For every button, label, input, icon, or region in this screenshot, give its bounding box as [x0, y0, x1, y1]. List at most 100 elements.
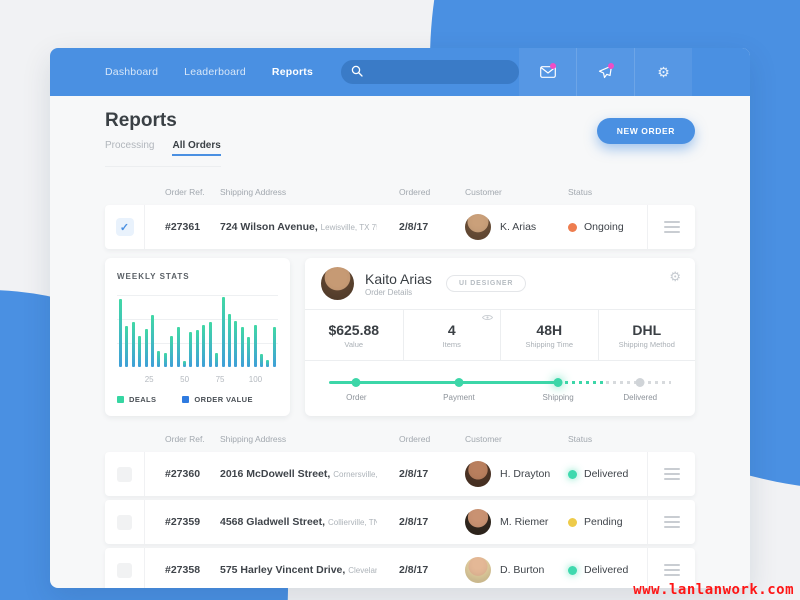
order-row-27360[interactable]: #27360 2016 McDowell Street, Cornersvill… [105, 452, 695, 496]
column-shipping-address: Shipping Address [220, 187, 287, 197]
search-bar [341, 60, 520, 84]
row-menu-button[interactable] [647, 500, 695, 544]
address-city: Cornersville, TN 37047 [333, 470, 377, 479]
middle-section: WEEKLY STATS 25 50 75 100 DEALS ORDER VALUE [105, 258, 695, 416]
address-city: Cleveland, OH 44115 [348, 566, 377, 575]
address-street: 4568 Gladwell Street, [220, 516, 326, 528]
new-order-button[interactable]: NEW ORDER [596, 118, 695, 144]
column-status: Status [568, 187, 593, 197]
address-street: 2016 McDowell Street, [220, 468, 331, 480]
checkbox-icon [117, 466, 132, 482]
progress-label-shipping: Shipping [542, 393, 574, 402]
nav-item-leaderboard[interactable]: Leaderboard [184, 66, 246, 78]
stat-value: $625.88 Value [305, 310, 403, 360]
column-customer: Customer [465, 434, 502, 444]
avatar [321, 267, 354, 300]
customer-name: H. Drayton [500, 468, 551, 480]
detail-subtitle: Order Details [365, 287, 413, 297]
customer-cell: D. Burton [447, 557, 552, 583]
hamburger-icon [663, 516, 680, 528]
status-badge: Pending [584, 516, 623, 528]
order-ref: #27361 [165, 221, 201, 233]
row-checkbox-checked[interactable]: ✓ [105, 205, 145, 249]
avatar [465, 214, 491, 240]
bar [272, 327, 276, 367]
shipping-address: 2016 McDowell Street, Cornersville, TN 3… [220, 468, 377, 480]
bar [253, 325, 257, 367]
role-badge: UI DESIGNER [445, 275, 527, 292]
mail-button[interactable] [519, 48, 576, 96]
row-checkbox[interactable] [105, 452, 145, 496]
avatar [465, 557, 491, 583]
legend-swatch-deals [117, 396, 124, 403]
column-shipping-address: Shipping Address [220, 434, 287, 444]
progress-label-payment: Payment [443, 393, 475, 402]
app-window: Dashboard Leaderboard Reports [50, 48, 750, 588]
bar [144, 328, 148, 367]
nav-item-reports[interactable]: Reports [271, 66, 313, 78]
order-row-27359[interactable]: #27359 4568 Gladwell Street, Colliervill… [105, 500, 695, 544]
card-settings-icon[interactable]: ⚙ [669, 269, 681, 284]
legend-label-deals: DEALS [129, 395, 157, 404]
progress-line-dotted-active [558, 381, 606, 384]
column-status: Status [568, 434, 593, 444]
row-checkbox[interactable] [105, 548, 145, 588]
stat-shipping-method-number: DHL [632, 321, 662, 338]
customer-name: D. Burton [500, 564, 545, 576]
column-order-ref: Order Ref. [165, 187, 205, 197]
row-menu-button[interactable] [647, 205, 695, 249]
order-row-27361[interactable]: ✓ #27361 724 Wilson Avenue, Lewisville, … [105, 205, 695, 249]
bar [131, 321, 135, 367]
announcement-button[interactable] [576, 48, 634, 96]
bar [189, 332, 193, 367]
x-tick-label: 100 [248, 375, 263, 384]
checkbox-icon [117, 562, 132, 578]
search-input[interactable] [341, 60, 520, 84]
bar [163, 352, 167, 367]
row-menu-button[interactable] [647, 548, 695, 588]
stat-value-label: Value [344, 339, 364, 349]
tab-processing[interactable]: Processing [105, 140, 155, 151]
stat-shipping-method-label: Shipping Method [618, 339, 675, 349]
row-checkbox[interactable] [105, 500, 145, 544]
stat-shipping-method: DHL Shipping Method [597, 310, 696, 360]
bar [240, 326, 244, 367]
order-row-27358[interactable]: #27358 575 Harley Vincent Drive, Clevela… [105, 548, 695, 588]
bar [221, 297, 225, 367]
bar [138, 336, 142, 367]
nav-item-dashboard[interactable]: Dashboard [105, 66, 159, 78]
stat-items-label: Items [442, 339, 461, 349]
stat-shipping-time: 48H Shipping Time [500, 310, 598, 360]
check-icon: ✓ [115, 218, 134, 236]
row-menu-button[interactable] [647, 452, 695, 496]
bar-chart-bars [117, 295, 278, 367]
mail-notification-dot [550, 63, 557, 69]
order-date: 2/8/17 [399, 564, 429, 576]
customer-name: M. Riemer [500, 516, 549, 528]
tab-all-orders[interactable]: All Orders [172, 140, 221, 156]
settings-button[interactable]: ⚙ [634, 48, 692, 96]
status-dot [568, 517, 577, 527]
nav-links: Dashboard Leaderboard Reports [105, 66, 313, 78]
address-street: 575 Harley Vincent Drive, [220, 564, 346, 576]
address-street: 724 Wilson Avenue, [220, 221, 318, 233]
search-icon [351, 65, 363, 77]
status-cell: Ongoing [552, 221, 647, 233]
x-tick-label: 50 [180, 375, 190, 384]
order-ref: #27358 [165, 564, 201, 576]
bar [259, 354, 263, 367]
bar [183, 361, 187, 367]
column-ordered: Ordered [399, 187, 431, 197]
status-cell: Pending [552, 516, 647, 528]
progress-node-payment [454, 378, 464, 387]
page-header: Reports Processing All Orders NEW ORDER [105, 110, 695, 167]
bar [151, 315, 155, 367]
detail-card-header: Kaito Arias Order Details UI DESIGNER ⚙ [305, 258, 695, 309]
bar [215, 352, 219, 367]
stat-shipping-time-number: 48H [536, 321, 563, 338]
shipping-progress: Order Payment Shipping Delivered [305, 361, 695, 416]
progress-line-complete [329, 381, 559, 384]
order-stats-row: $625.88 Value 4 Items 48H Shipping Time [305, 309, 695, 361]
stat-items-number: 4 [447, 321, 456, 338]
customer-name: K. Arias [500, 221, 537, 233]
